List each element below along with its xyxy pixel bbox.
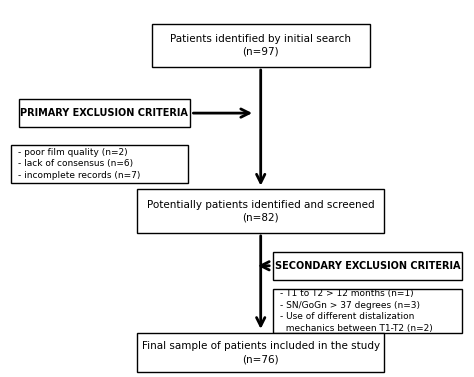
Text: - T1 to T2 > 12 months (n=1)
- SN/GoGn > 37 degrees (n=3)
- Use of different dis: - T1 to T2 > 12 months (n=1) - SN/GoGn >…	[280, 289, 432, 333]
Text: PRIMARY EXCLUSION CRITERIA: PRIMARY EXCLUSION CRITERIA	[20, 108, 188, 118]
FancyBboxPatch shape	[273, 252, 462, 280]
FancyBboxPatch shape	[137, 189, 384, 233]
Text: Final sample of patients included in the study
(n=76): Final sample of patients included in the…	[142, 341, 380, 364]
Text: - poor film quality (n=2)
- lack of consensus (n=6)
- incomplete records (n=7): - poor film quality (n=2) - lack of cons…	[18, 148, 140, 180]
FancyBboxPatch shape	[152, 23, 370, 67]
Text: SECONDARY EXCLUSION CRITERIA: SECONDARY EXCLUSION CRITERIA	[274, 261, 460, 271]
Text: Patients identified by initial search
(n=97): Patients identified by initial search (n…	[170, 34, 351, 57]
FancyBboxPatch shape	[137, 333, 384, 372]
FancyBboxPatch shape	[10, 145, 188, 183]
FancyBboxPatch shape	[19, 99, 190, 127]
Text: Potentially patients identified and screened
(n=82): Potentially patients identified and scre…	[147, 199, 374, 223]
FancyBboxPatch shape	[273, 290, 462, 333]
